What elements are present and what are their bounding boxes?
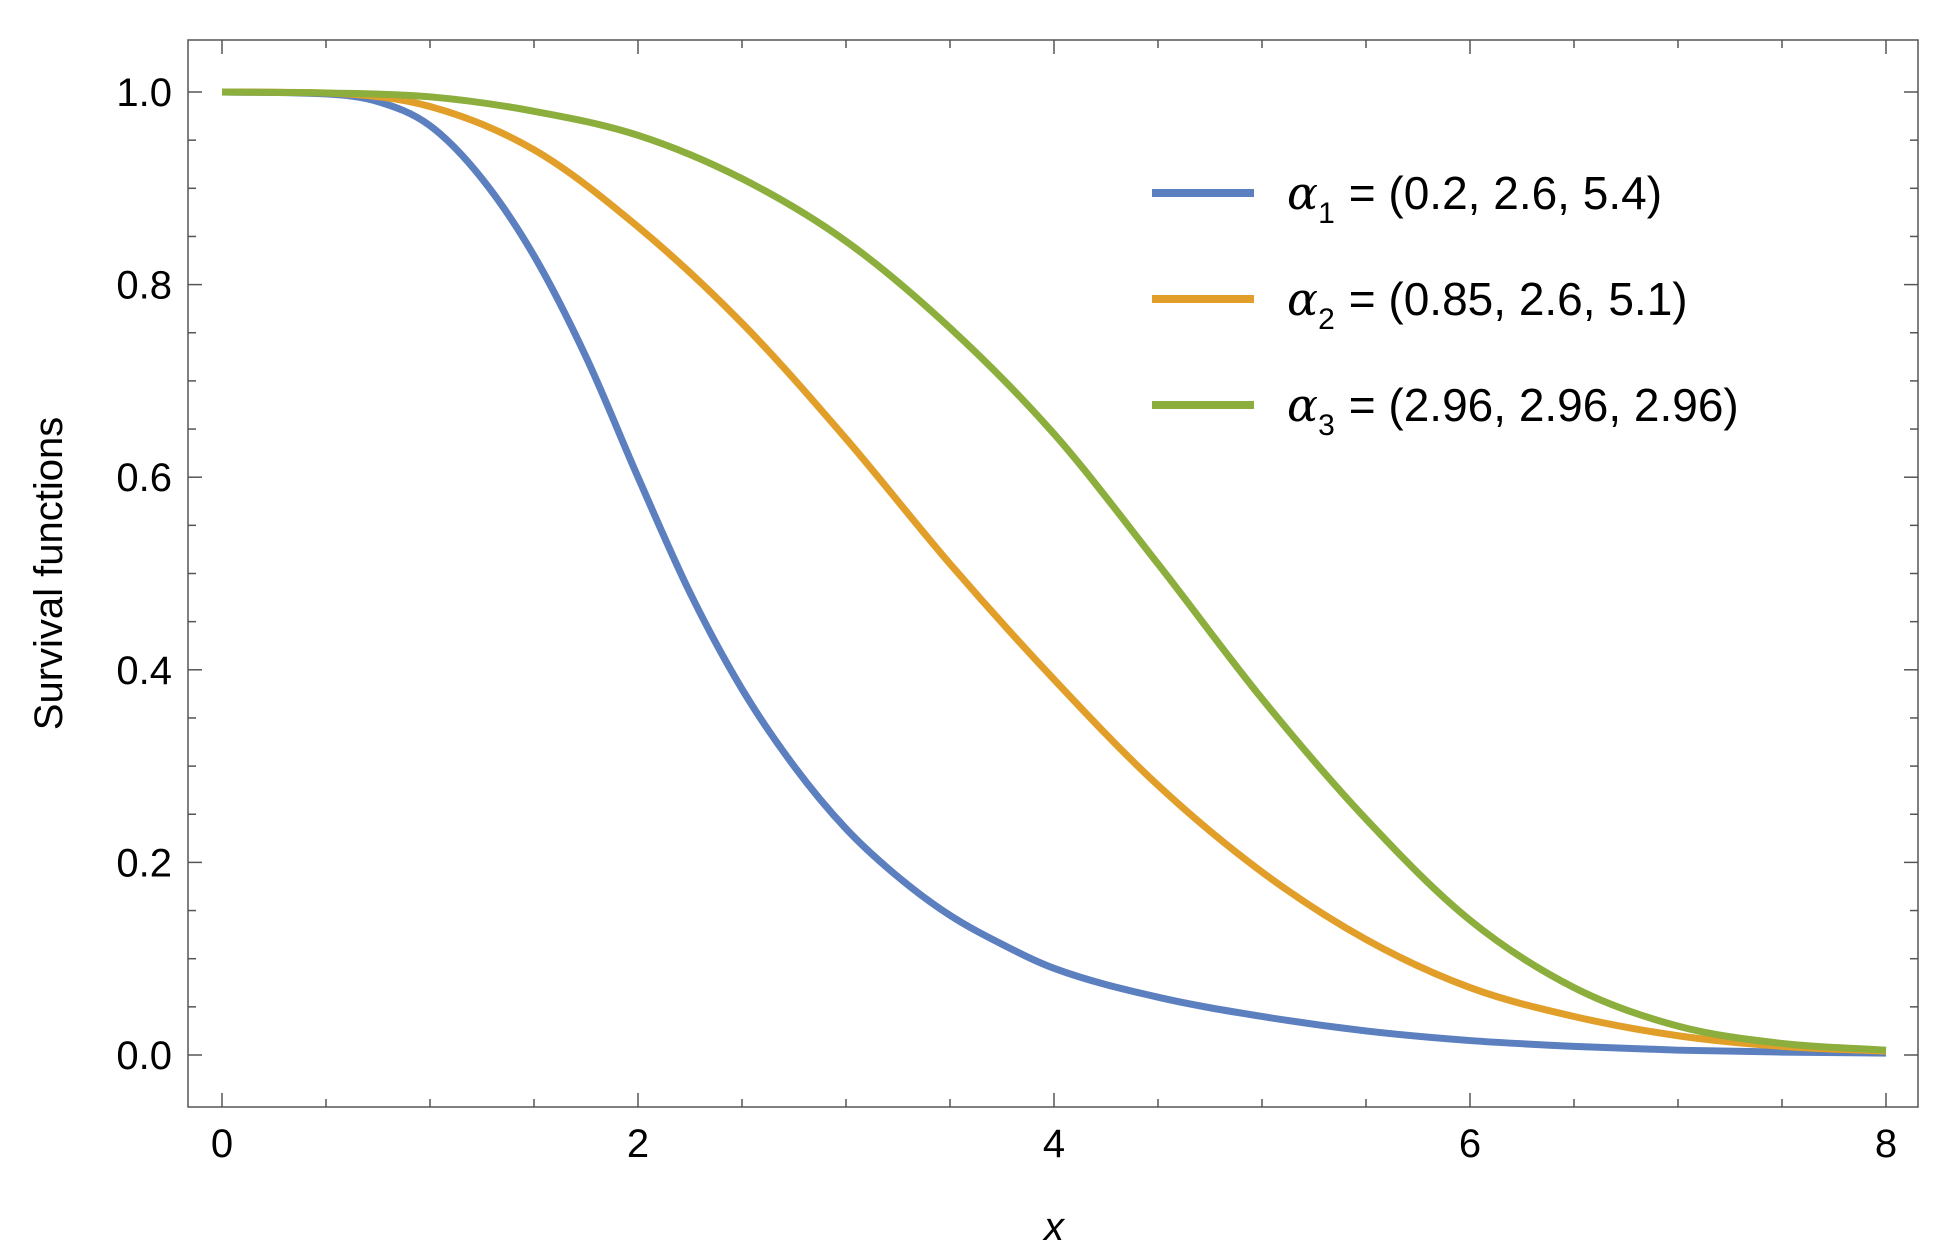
legend-subscript: 2 bbox=[1318, 303, 1335, 336]
y-tick-label: 0.0 bbox=[116, 1034, 172, 1078]
legend-value: = (0.2, 2.6, 5.4) bbox=[1349, 167, 1662, 219]
legend-entry-1: α1 = (0.2, 2.6, 5.4) bbox=[1287, 166, 1662, 230]
series-line-1 bbox=[221, 88, 1887, 1057]
legend-entry-3: α3 = (2.96, 2.96, 2.96) bbox=[1287, 378, 1739, 442]
y-tick-label: 0.8 bbox=[116, 264, 172, 308]
legend-symbol: α bbox=[1287, 378, 1318, 432]
axis-ticks: 0 2 4 6 8 0.0 0.2 0.4 0.6 0.8 1.0 bbox=[116, 40, 1918, 1166]
legend-subscript: 3 bbox=[1318, 409, 1335, 442]
y-tick-label: 0.6 bbox=[116, 456, 172, 500]
series-line-3 bbox=[221, 88, 1887, 1054]
y-axis-label: Survival functions bbox=[27, 417, 71, 730]
series-lines bbox=[221, 88, 1887, 1057]
legend-subscript: 1 bbox=[1318, 197, 1335, 230]
legend: α1 = (0.2, 2.6, 5.4)α2 = (0.85, 2.6, 5.1)α… bbox=[1152, 166, 1739, 442]
x-tick-label: 0 bbox=[211, 1122, 233, 1166]
legend-entry-2: α2 = (0.85, 2.6, 5.1) bbox=[1287, 272, 1688, 336]
x-tick-label: 2 bbox=[627, 1122, 649, 1166]
legend-symbol: α bbox=[1287, 272, 1318, 326]
x-axis-label: x bbox=[1042, 1205, 1066, 1249]
x-tick-label: 8 bbox=[1875, 1122, 1897, 1166]
legend-value: = (2.96, 2.96, 2.96) bbox=[1349, 379, 1739, 431]
legend-symbol: α bbox=[1287, 166, 1318, 220]
y-tick-label: 0.4 bbox=[116, 649, 172, 693]
y-tick-label: 0.2 bbox=[116, 841, 172, 885]
legend-value: = (0.85, 2.6, 5.1) bbox=[1349, 273, 1688, 325]
y-tick-label: 1.0 bbox=[116, 71, 172, 115]
x-tick-label: 6 bbox=[1459, 1122, 1481, 1166]
x-tick-label: 4 bbox=[1043, 1122, 1065, 1166]
series-line-2 bbox=[221, 88, 1887, 1055]
